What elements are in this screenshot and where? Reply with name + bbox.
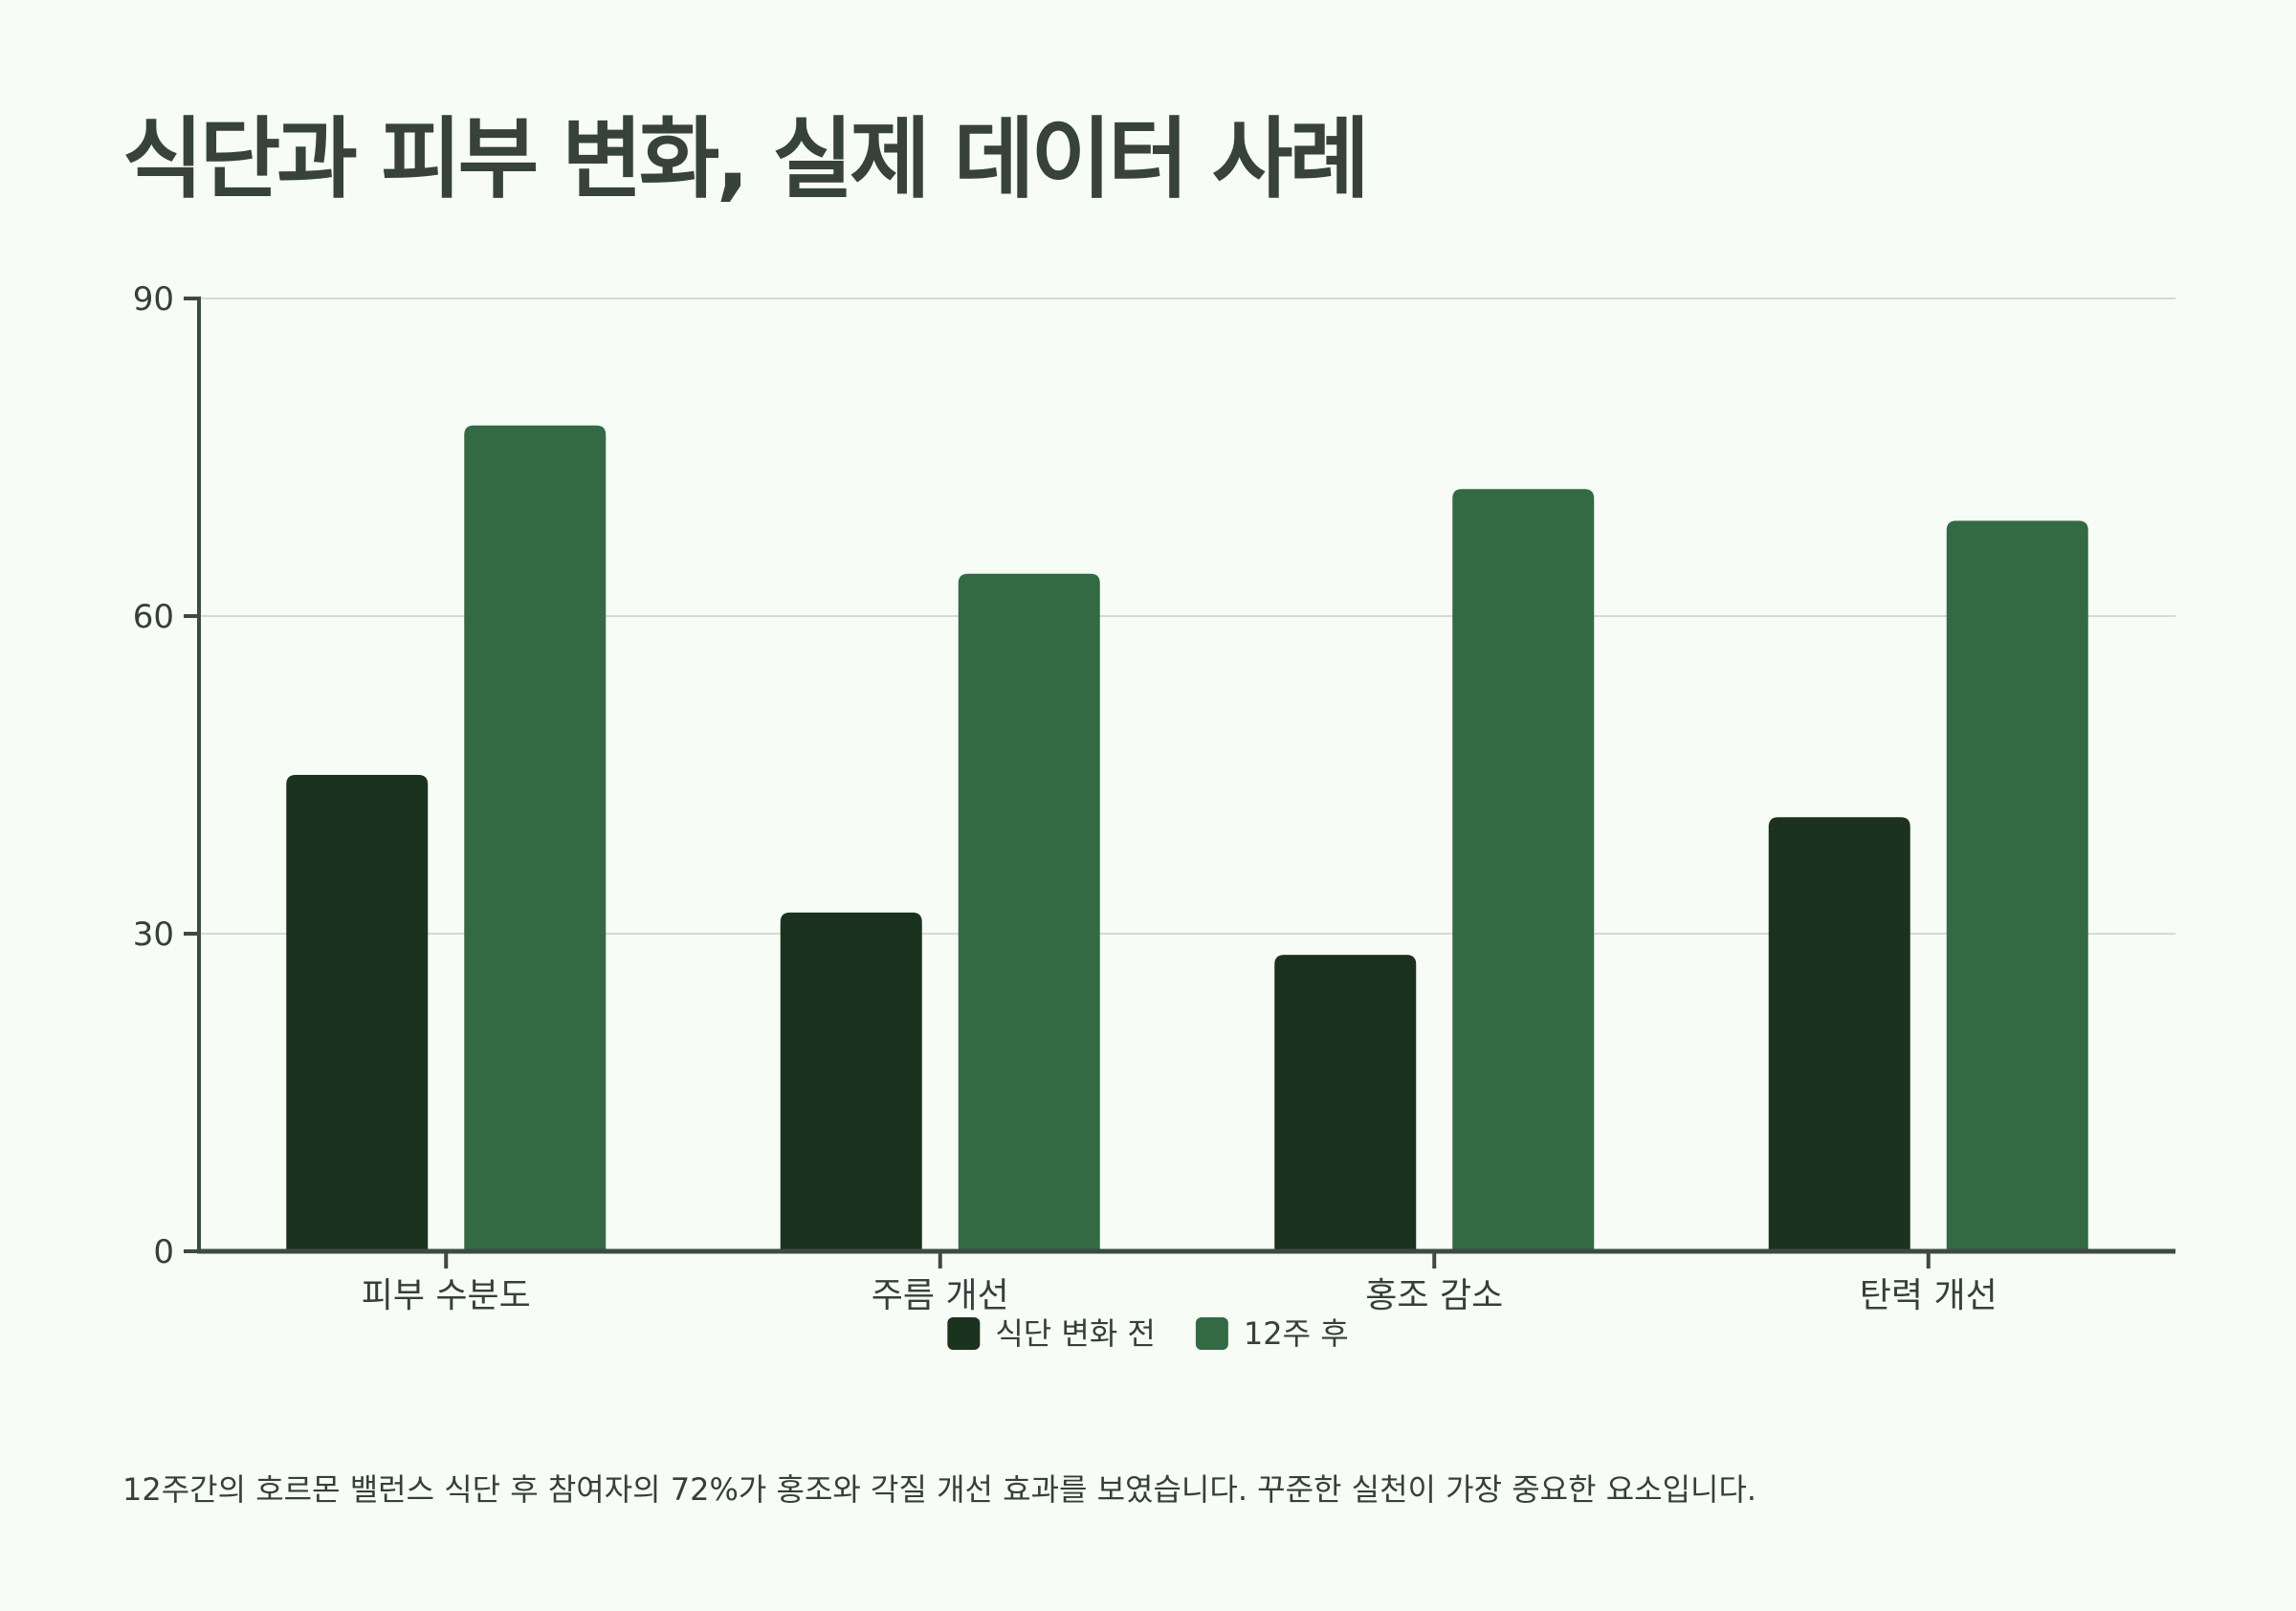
bar — [958, 573, 1100, 1251]
bar-chart: 0 30 60 90 피부 수분도 주름 개선 홍조 감소 탄력 개선 식단 변화 전 12주 … — [133, 280, 2175, 1352]
tick-labels: 0 30 60 90 피부 수분도 주름 개선 홍조 감소 탄력 개선 — [133, 280, 1998, 1315]
axes — [184, 297, 2175, 1269]
x-tick-label: 주름 개선 — [872, 1276, 1009, 1315]
bars — [286, 425, 2088, 1251]
bar — [1768, 817, 1910, 1251]
y-tick-label: 60 — [133, 598, 174, 636]
bar — [464, 425, 607, 1251]
legend-swatch — [947, 1317, 981, 1350]
bar — [1274, 955, 1417, 1251]
y-tick-label: 30 — [133, 916, 174, 954]
legend-label: 식단 변화 전 — [995, 1315, 1156, 1352]
bar — [1452, 489, 1595, 1251]
y-tick-label: 90 — [133, 280, 174, 319]
bar — [780, 912, 922, 1251]
bar — [1946, 520, 2088, 1251]
page-title: 식단과 피부 변화, 실제 데이터 사례 — [122, 108, 1370, 210]
chart-caption: 12주간의 호르몬 밸런스 식단 후 참여자의 72%가 홍조와 각질 개선 효… — [122, 1471, 1757, 1508]
legend: 식단 변화 전 12주 후 — [947, 1315, 1349, 1352]
x-tick-label: 탄력 개선 — [1860, 1276, 1998, 1315]
legend-swatch — [1195, 1317, 1228, 1350]
bar — [286, 775, 429, 1251]
legend-label: 12주 후 — [1244, 1315, 1349, 1352]
x-tick-label: 홍조 감소 — [1365, 1276, 1503, 1315]
x-tick-label: 피부 수분도 — [362, 1276, 531, 1315]
y-tick-label: 0 — [153, 1233, 174, 1271]
